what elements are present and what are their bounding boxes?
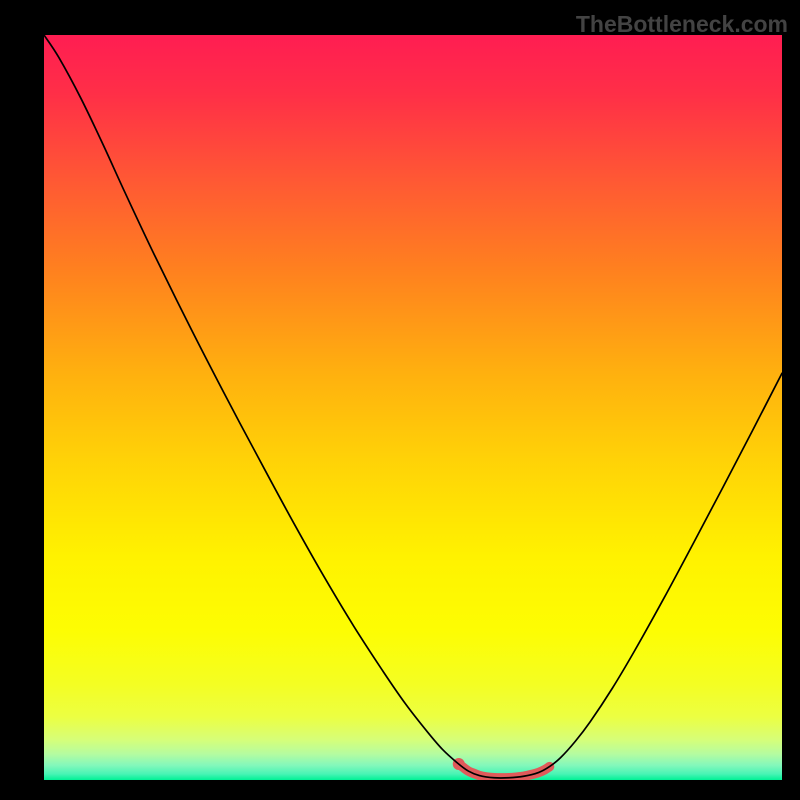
- watermark-text: TheBottleneck.com: [576, 13, 788, 36]
- chart-container: { "watermark": { "text": "TheBottleneck.…: [0, 0, 800, 800]
- gradient-background: [44, 35, 782, 780]
- chart-svg: [44, 35, 782, 780]
- plot-area: [44, 35, 782, 780]
